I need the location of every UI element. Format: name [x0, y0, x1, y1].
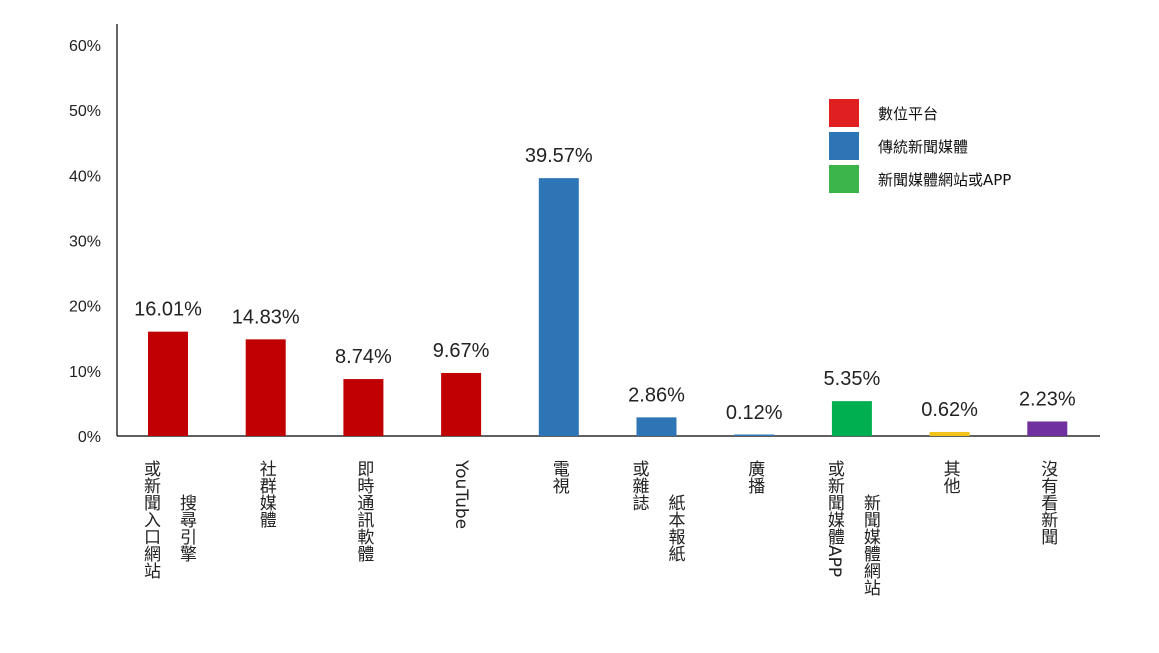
category-label: 其他 [940, 460, 961, 494]
data-label: 0.62% [921, 399, 978, 421]
bar [343, 379, 384, 436]
bar [148, 331, 188, 436]
legend-swatch [829, 99, 859, 127]
category-label: 電視 [549, 460, 570, 495]
data-label: 2.23% [1019, 388, 1076, 410]
bar [734, 434, 775, 436]
bar [441, 372, 482, 436]
bar [538, 178, 579, 436]
y-axis-ticks: 0% 10% 20% 30% 40% 50% 60% [69, 38, 101, 446]
y-tick-label: 0% [78, 429, 101, 446]
data-label: 14.83% [232, 306, 300, 328]
category-label: 或新聞入口網站 [140, 460, 161, 579]
y-tick-label: 10% [69, 364, 101, 381]
category-label: 新聞媒體網站 [860, 494, 881, 596]
category-label: 社群媒體 [256, 460, 277, 528]
bar [831, 401, 872, 436]
category-label: 搜尋引擎 [176, 494, 197, 562]
y-tick-label: 20% [69, 299, 101, 316]
data-label: 9.67% [433, 340, 490, 362]
category-label: YouTube [451, 459, 471, 529]
bar [1027, 421, 1068, 436]
category-label: 或新聞媒體APP [824, 460, 845, 577]
legend-label: 數位平台 [878, 105, 938, 123]
y-tick-label: 40% [69, 168, 101, 185]
data-label: 5.35% [824, 368, 881, 390]
bars [148, 178, 1068, 436]
data-label: 2.86% [628, 384, 685, 406]
category-label: 即時通訊軟體 [353, 460, 374, 562]
category-label: 沒有看新聞 [1037, 460, 1058, 546]
data-label: 16.01% [134, 299, 202, 321]
y-tick-label: 30% [69, 234, 101, 251]
category-label: 廣播 [744, 460, 765, 495]
legend-swatch [829, 132, 859, 160]
bar [245, 339, 286, 436]
data-labels: 16.01% 14.83% 8.74% 9.67% 39.57% 2.86% 0.12% 5.… [134, 145, 1076, 424]
legend-label: 新聞媒體網站或APP [878, 171, 1011, 189]
bar [636, 417, 677, 436]
data-label: 8.74% [335, 346, 392, 368]
category-label: 或雜誌 [629, 460, 650, 511]
bar [929, 431, 970, 436]
legend-label: 傳統新聞媒體 [878, 138, 968, 156]
y-tick-label: 50% [69, 103, 101, 120]
data-label: 0.12% [726, 402, 783, 424]
data-label: 39.57% [525, 145, 593, 167]
legend-swatch [829, 165, 859, 193]
category-label: 紙本報紙 [665, 494, 686, 562]
y-tick-label: 60% [69, 38, 101, 55]
